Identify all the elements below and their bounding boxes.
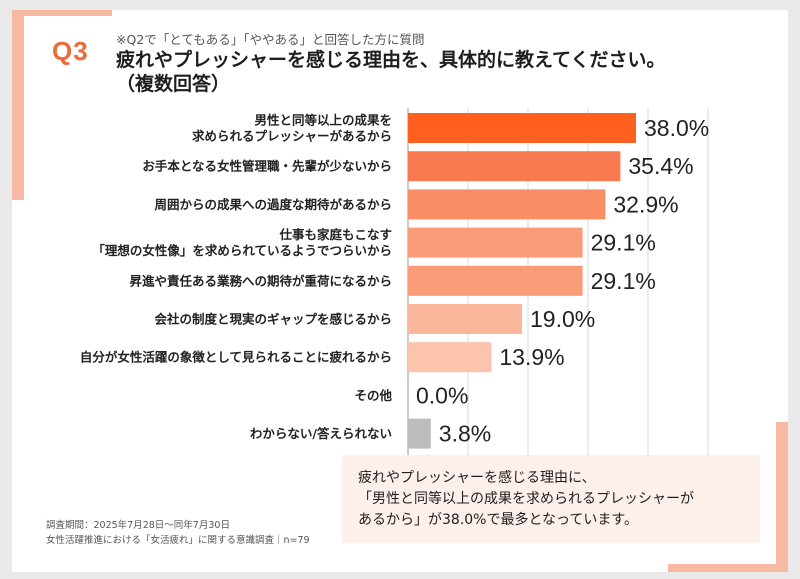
- category-label: わからない/答えられない: [250, 426, 392, 441]
- category-label: 周囲からの成果への過度な期待があるから: [154, 197, 392, 212]
- value-label: 3.8%: [439, 421, 491, 447]
- bar-5: [408, 265, 583, 296]
- survey-footnote: 調査期間：2025年7月28日〜同年7月30日 女性活躍推進における「女活疲れ」…: [46, 518, 310, 548]
- callout-line1: 疲れやプレッシャーを感じる理由に、: [358, 470, 596, 486]
- value-label: 32.9%: [613, 191, 678, 217]
- bar-1: [408, 113, 636, 143]
- bar-9: [408, 418, 431, 449]
- category-label: 昇進や責任ある業務への期待が重荷になるから: [129, 273, 392, 288]
- bar-3: [408, 189, 606, 220]
- value-label: 13.9%: [499, 344, 564, 370]
- question-title-line2: （複数回答）: [116, 73, 231, 95]
- category-label: その他: [354, 388, 392, 403]
- category-label: 男性と同等以上の成果を: [254, 113, 392, 128]
- bar-7: [408, 342, 492, 373]
- category-label: お手本となる女性管理職・先輩が少ないから: [142, 159, 392, 174]
- category-label: 「理想の女性像」を求められているようでつらいから: [92, 243, 392, 258]
- value-label: 0.0%: [416, 382, 468, 408]
- survey-name: 女性活躍推進における「女活疲れ」に関する意識調査｜n=79: [46, 535, 310, 546]
- question-number: Q3: [52, 36, 89, 66]
- question-title: 疲れやプレッシャーを感じる理由を、具体的に教えてください。 （複数回答）: [116, 48, 665, 96]
- callout-line2: 「男性と同等以上の成果を求められるプレッシャーが: [358, 491, 694, 507]
- value-label: 29.1%: [591, 230, 656, 256]
- category-label: 自分が女性活躍の象徴として見られることに疲れるから: [80, 350, 392, 365]
- bar-6: [408, 304, 522, 334]
- category-label: 求められるプレッシャーがあるから: [192, 129, 392, 144]
- bar-2: [408, 151, 621, 182]
- value-label: 19.0%: [530, 306, 595, 332]
- survey-period: 調査期間：2025年7月28日〜同年7月30日: [46, 520, 230, 531]
- question-note: ※Q2で「とてもある」「ややある」と回答した方に質問: [116, 32, 425, 47]
- corner-accent-top-left-bar: [12, 10, 112, 16]
- category-label: 会社の制度と現実のギャップを感じるから: [154, 312, 392, 327]
- value-label: 38.0%: [644, 115, 709, 141]
- value-label: 35.4%: [628, 153, 693, 179]
- corner-accent-bottom-right: [776, 422, 788, 572]
- category-label: 仕事も家庭もこなす: [278, 227, 392, 242]
- value-label: 29.1%: [591, 268, 656, 294]
- callout-line3: あるから」が38.0%で最多となっています。: [358, 512, 638, 528]
- corner-accent-top-left: [12, 10, 24, 200]
- question-title-line1: 疲れやプレッシャーを感じる理由を、具体的に教えてください。: [116, 49, 666, 71]
- summary-callout: 疲れやプレッシャーを感じる理由に、 「男性と同等以上の成果を求められるプレッシャ…: [342, 455, 760, 543]
- bar-4: [408, 227, 583, 258]
- corner-accent-bottom-right-bar: [668, 564, 788, 572]
